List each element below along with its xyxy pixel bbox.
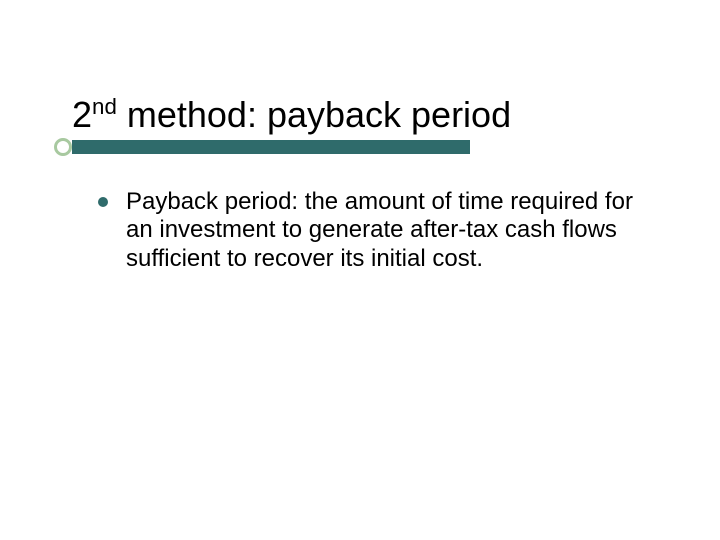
underline-ring-icon — [54, 138, 72, 156]
title-superscript: nd — [92, 94, 117, 119]
title-underline — [72, 140, 680, 154]
bullet-icon — [98, 197, 108, 207]
title-rest: method: payback period — [117, 94, 511, 135]
slide: 2nd method: payback period Payback perio… — [0, 0, 720, 540]
bullet-text: Payback period: the amount of time requi… — [126, 188, 648, 273]
title-area: 2nd method: payback period — [72, 96, 680, 154]
list-item: Payback period: the amount of time requi… — [98, 188, 648, 273]
title-prefix: 2 — [72, 94, 92, 135]
slide-title: 2nd method: payback period — [72, 96, 680, 134]
underline-bar — [72, 140, 470, 154]
body-area: Payback period: the amount of time requi… — [98, 188, 648, 273]
